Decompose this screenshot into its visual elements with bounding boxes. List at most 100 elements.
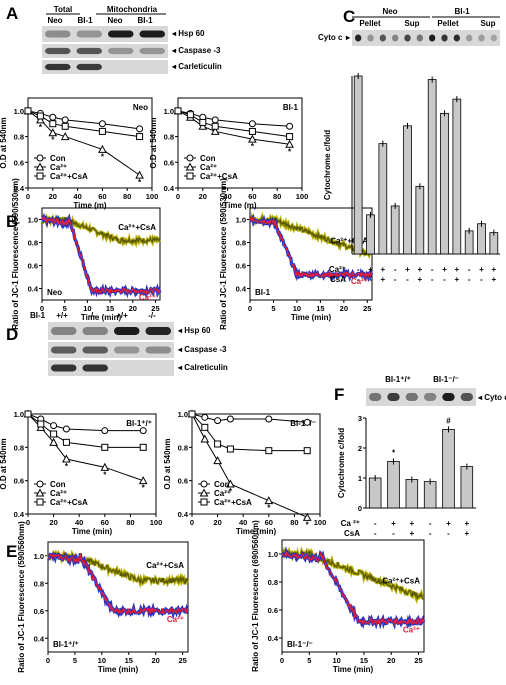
band-label-cyto-c: ◂ Cyto c <box>477 393 506 402</box>
csa-sign: - <box>447 529 450 538</box>
marker-square <box>37 420 45 428</box>
blot-band <box>114 346 140 354</box>
blot-band <box>404 34 411 42</box>
significance-mark: # <box>446 416 451 425</box>
panel-letter-c: C <box>343 7 355 26</box>
panel-letter-a: A <box>6 4 18 23</box>
marker-square <box>62 438 70 446</box>
blot-band <box>429 34 436 42</box>
fraction-label: Pellet <box>359 19 381 28</box>
blot-band <box>45 30 71 38</box>
ca-sign: - <box>429 519 432 528</box>
y-tick-label: 1.0 <box>164 107 174 116</box>
band-label: ◂ Caspase -3 <box>177 345 227 354</box>
plot-title: BI-1⁻/⁻ <box>290 419 316 428</box>
blot-band <box>82 364 108 372</box>
x-tick-label: 100 <box>314 518 327 527</box>
x-tick-label: 60 <box>265 518 273 527</box>
y-tick-label: 0.8 <box>14 443 24 452</box>
marker-circle <box>211 116 219 124</box>
marker-square <box>61 122 69 130</box>
x-tick-label: 20 <box>199 192 207 201</box>
blot-band <box>82 327 108 335</box>
legend-entry: Ca²⁺+CsA <box>214 498 252 507</box>
y-tick-label: 0.4 <box>14 510 25 519</box>
blot-band <box>51 327 77 335</box>
x-tick-label: 60 <box>248 192 256 201</box>
x-tick-label: 0 <box>40 304 44 313</box>
blot-band <box>145 327 171 335</box>
marker-square <box>50 430 58 438</box>
y-axis-label: O.D at 540nm <box>0 438 8 489</box>
x-tick-label: 0 <box>26 518 30 527</box>
marker-circle <box>303 418 311 426</box>
blot-band <box>442 393 455 401</box>
csa-sign: - <box>431 275 434 284</box>
significance-mark: * <box>103 470 107 479</box>
bar <box>427 79 437 255</box>
label-ca: Ca²⁺ <box>167 615 184 624</box>
label-ca-csa: Ca²⁺+CsA <box>118 223 156 232</box>
plot-frame <box>177 97 303 189</box>
significance-mark: * <box>51 136 55 145</box>
blot-band <box>424 393 437 401</box>
marker-triangle <box>226 479 235 488</box>
blot-hsp60 <box>42 26 168 42</box>
lane-label: Neo <box>107 16 122 25</box>
plot-frame <box>41 207 161 301</box>
marker-square <box>201 423 209 431</box>
x-tick-label: 80 <box>290 518 298 527</box>
blot-carleticulin <box>42 60 168 74</box>
marker-circle <box>101 427 109 435</box>
x-tick-label: 0 <box>248 304 252 313</box>
bar <box>464 230 474 255</box>
marker-square <box>226 445 234 453</box>
ca-sign: + <box>417 265 422 274</box>
significance-mark: * <box>101 152 105 161</box>
series-line <box>27 110 140 176</box>
y-tick-label: 0.6 <box>28 262 38 271</box>
csa-sign: - <box>429 529 432 538</box>
blot-cyto-c <box>352 30 500 46</box>
y-tick-label: 0.6 <box>268 606 278 615</box>
marker-triangle <box>135 170 144 179</box>
marker-square <box>24 410 32 418</box>
y-tick-label: 3 <box>358 414 362 423</box>
y-tick-label: 0.6 <box>164 158 174 167</box>
x-axis-label: Time (min) <box>236 527 277 536</box>
x-axis-label: Time (min) <box>72 527 113 536</box>
marker-triangle <box>248 134 257 143</box>
bar <box>489 232 499 255</box>
blot-band <box>139 47 165 55</box>
label-ca: Ca²⁺ <box>139 293 156 302</box>
bar <box>353 75 363 255</box>
fraction-label: Pellet <box>437 19 459 28</box>
ca-sign: + <box>491 265 496 274</box>
blot-band <box>466 34 473 42</box>
marker-triangle <box>62 454 71 463</box>
x-tick-label: 100 <box>296 192 309 201</box>
lane-label: +/+ <box>56 311 68 320</box>
x-axis-label: Time (m) <box>73 201 107 210</box>
bar <box>440 112 449 255</box>
csa-sign: - <box>480 275 483 284</box>
x-tick-label: 40 <box>75 518 83 527</box>
lane-label: BI-1 <box>137 16 153 25</box>
blot-band <box>51 364 77 372</box>
x-tick-label: 0 <box>190 518 194 527</box>
y-axis-label: Ratio of JC-1 Fluorescence (590/560nm) <box>17 521 26 673</box>
marker-circle <box>98 120 106 128</box>
lane-label: Neo <box>47 16 62 25</box>
legend-entry: Ca²⁺ <box>214 489 231 498</box>
blot-band <box>392 34 399 42</box>
blot-header-total: Total <box>54 5 73 14</box>
x-tick-label: 40 <box>239 518 247 527</box>
row-label-csa: CsA <box>330 275 346 284</box>
marker-square <box>36 112 44 120</box>
x-tick-label: 15 <box>106 304 114 313</box>
ca-sign: + <box>454 265 459 274</box>
x-tick-label: 20 <box>213 518 221 527</box>
marker-square <box>49 120 57 128</box>
blot-band <box>355 34 362 42</box>
